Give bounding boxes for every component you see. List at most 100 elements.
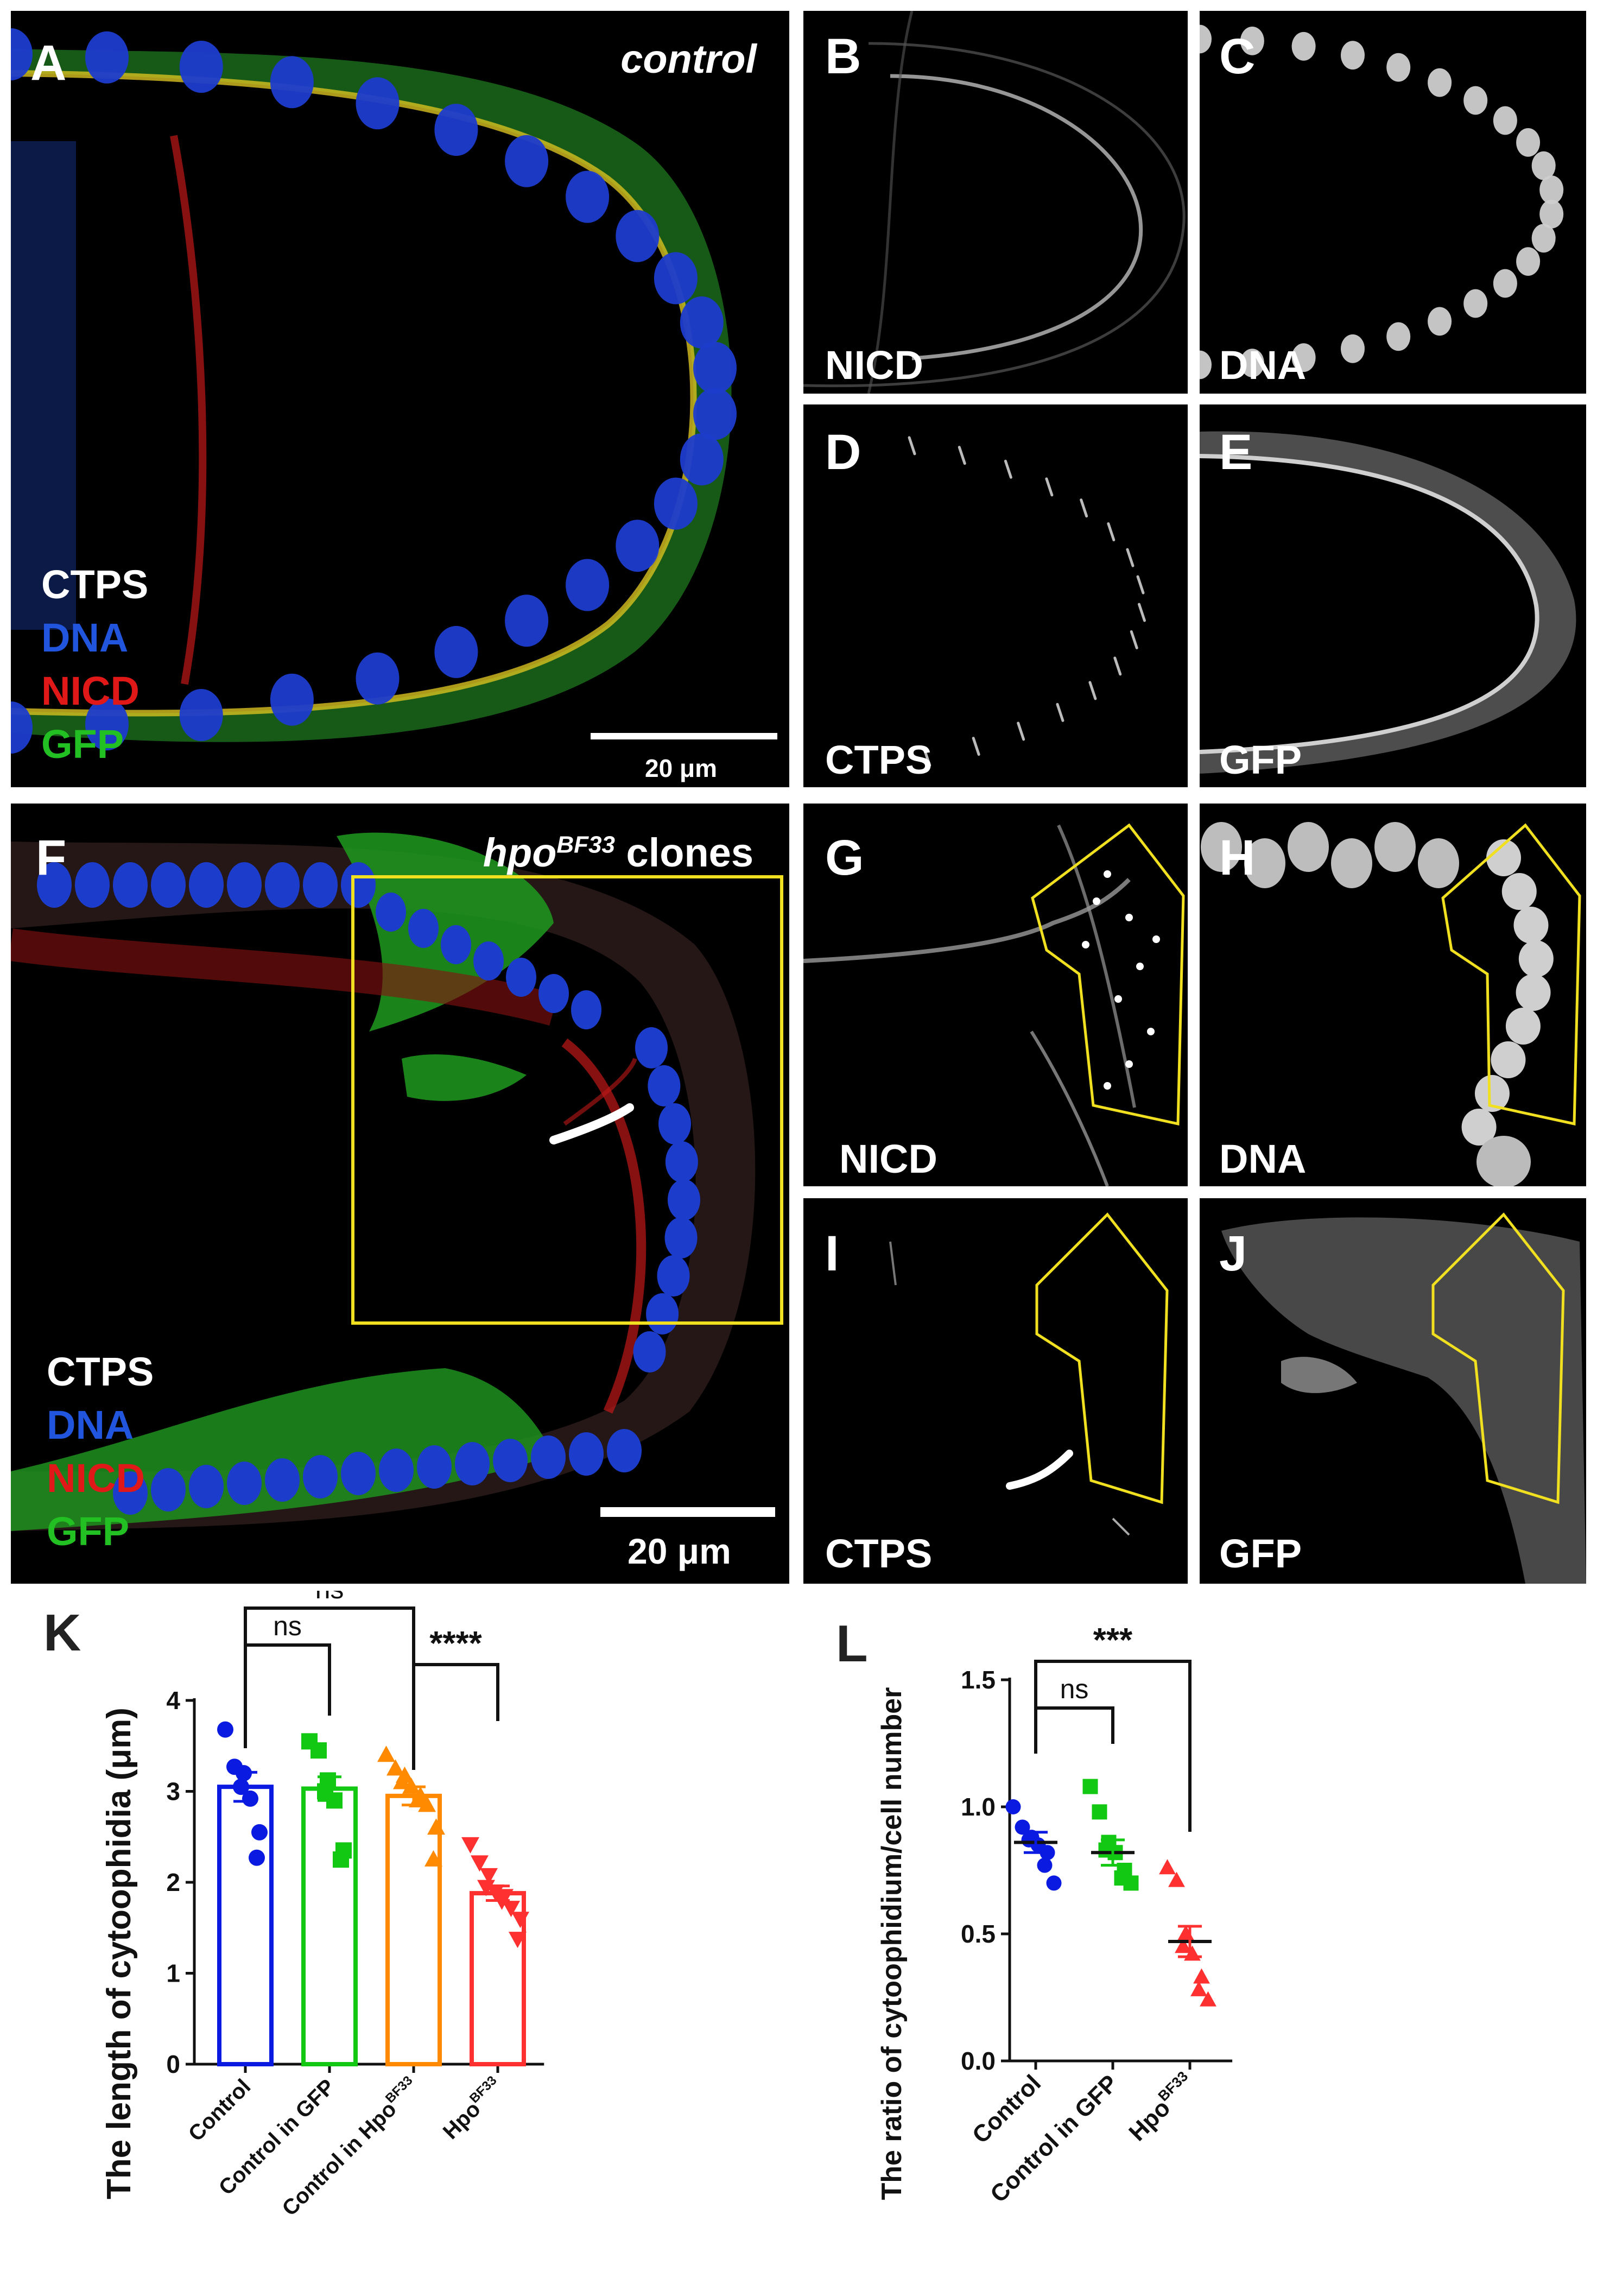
nucleus xyxy=(303,1455,338,1498)
nicd-punctum xyxy=(1104,870,1111,878)
data-point xyxy=(1159,1859,1176,1875)
cytoophidium xyxy=(1137,603,1146,622)
category-superscript: BF33 xyxy=(383,2073,416,2106)
data-point xyxy=(1046,1875,1062,1891)
nucleus xyxy=(11,28,33,80)
nucleus xyxy=(633,1331,666,1372)
nucleus xyxy=(1428,307,1452,336)
legend-ctps: CTPS xyxy=(41,562,149,607)
nucleus xyxy=(37,862,72,908)
micrograph-h: H DNA xyxy=(1200,804,1586,1186)
condition-gene-f: hpo xyxy=(483,830,557,875)
ctps-channel-d xyxy=(908,436,1146,767)
nucleus xyxy=(113,1471,148,1515)
data-point xyxy=(477,1880,495,1896)
data-point xyxy=(393,1773,411,1789)
significance-label: **** xyxy=(429,1625,482,1662)
nucleus xyxy=(189,862,224,908)
panel-label-f: F xyxy=(36,830,67,885)
channel-label-h: DNA xyxy=(1219,1136,1307,1181)
y-tick-label: 1.5 xyxy=(961,1666,996,1694)
y-tick-label: 4 xyxy=(166,1686,180,1715)
data-point xyxy=(502,1901,520,1918)
channel-label-d: CTPS xyxy=(825,737,933,782)
data-point xyxy=(1123,1875,1139,1891)
nucleus xyxy=(1341,334,1365,363)
nucleus xyxy=(1200,350,1212,379)
nucleus xyxy=(341,1452,376,1495)
y-tick-label: 0 xyxy=(166,2050,180,2078)
cytoophidium xyxy=(1126,548,1135,567)
nucleus xyxy=(1476,1136,1531,1186)
legend-nicd: NICD xyxy=(41,668,140,713)
nucleus xyxy=(665,1141,698,1182)
nucleus xyxy=(569,1432,604,1476)
nucleus xyxy=(658,1103,692,1144)
nucleus xyxy=(75,862,110,908)
k-y-axis-label: The length of cytoophidia (μm) xyxy=(100,1707,138,2199)
cytoophidium xyxy=(923,748,931,767)
nucleus xyxy=(505,135,549,187)
nucleus xyxy=(270,56,314,109)
data-point xyxy=(310,1742,327,1759)
nucleus xyxy=(1486,839,1521,876)
nicd-punctum xyxy=(1082,941,1089,948)
nicd-punctum xyxy=(1125,914,1133,921)
nucleus xyxy=(1418,838,1459,888)
data-point xyxy=(424,1850,442,1867)
nucleus xyxy=(1501,873,1537,910)
micrograph-a: A control CTPS DNA NICD GFP 20 μm xyxy=(11,11,789,787)
scale-bar-a xyxy=(591,733,777,739)
bar xyxy=(385,1793,442,2066)
nucleus xyxy=(303,862,338,908)
panel-label-k: K xyxy=(43,1604,81,1662)
nucleus xyxy=(1491,1041,1526,1078)
nucleus xyxy=(1493,269,1517,298)
nucleus xyxy=(1493,106,1517,135)
cytoophidium xyxy=(1113,656,1122,676)
channel-label-j: GFP xyxy=(1219,1531,1302,1576)
micrograph-b: B NICD xyxy=(803,11,1188,394)
dna-channel-c xyxy=(1200,24,1564,379)
significance-bracket xyxy=(1034,1660,1192,1832)
nucleus xyxy=(616,520,660,572)
legend-nicd-f: NICD xyxy=(47,1456,145,1501)
nucleus xyxy=(1516,247,1541,276)
category-superscript: BF33 xyxy=(467,2073,500,2106)
nucleus xyxy=(1513,907,1549,944)
nucleus xyxy=(1244,838,1285,888)
nucleus xyxy=(179,689,223,741)
nucleus xyxy=(270,673,314,726)
data-point xyxy=(249,1849,265,1866)
data-point xyxy=(1190,1981,1207,1996)
nicd-punctum xyxy=(1136,963,1144,970)
channel-label-g: NICD xyxy=(839,1136,937,1181)
panel-label-c: C xyxy=(1219,29,1256,84)
nuclei-h xyxy=(1201,822,1554,1186)
egg-chamber-composite-f xyxy=(11,832,783,1531)
condition-allele-f: BF33 xyxy=(556,831,615,858)
legend-gfp-f: GFP xyxy=(47,1509,130,1554)
condition-label-f: hpoBF33 clones xyxy=(483,833,753,873)
nucleus xyxy=(455,1442,490,1485)
nicd-channel-b xyxy=(803,11,1186,394)
channel-label-c: DNA xyxy=(1219,343,1307,388)
cytoophidium xyxy=(1088,681,1097,700)
nucleus xyxy=(265,1458,300,1502)
gfp-channel-j xyxy=(1221,1212,1586,1584)
egg-chamber-composite-a xyxy=(11,28,737,754)
nucleus xyxy=(506,958,536,997)
nucleus xyxy=(1518,940,1554,977)
nucleus xyxy=(227,1462,262,1505)
nucleus xyxy=(1539,200,1564,229)
y-tick-label: 1.0 xyxy=(961,1793,996,1821)
nucleus xyxy=(1463,289,1488,318)
nicd-puncta-g xyxy=(1082,870,1160,1090)
micrograph-i: I CTPS xyxy=(803,1198,1188,1584)
data-point xyxy=(251,1824,268,1840)
nucleus xyxy=(417,1445,452,1489)
data-point xyxy=(377,1745,395,1762)
significance-bracket xyxy=(412,1663,499,1770)
cytoophidium xyxy=(1130,630,1138,649)
nucleus xyxy=(1531,224,1556,253)
